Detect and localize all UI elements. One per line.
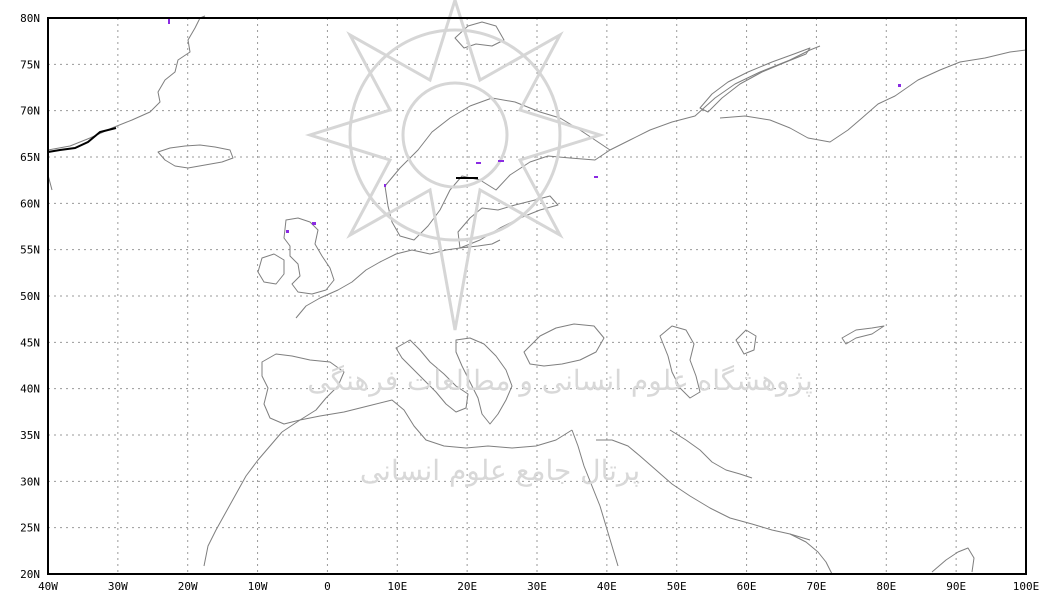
x-tick-label: 90E	[946, 580, 966, 593]
y-tick-label: 20N	[20, 568, 40, 581]
watermark-emblem	[304, 0, 606, 331]
coastline-balkans	[455, 337, 513, 425]
highlight-mark-greenland-north	[168, 18, 170, 24]
highlight-mark-scotland	[286, 230, 289, 233]
coastline-baltic	[457, 195, 559, 249]
coastline-iberia	[261, 353, 345, 425]
highlight-greenland-segment	[47, 127, 117, 153]
watermark-ring-inner	[401, 81, 509, 189]
y-tick-label: 35N	[20, 429, 40, 442]
y-tick-label: 30N	[20, 475, 40, 488]
x-axis-labels: 40W 30W 20W 10W 0 10E 20E 30E 40E 50E 60E 70E 80E 90E…	[38, 580, 1039, 593]
x-tick-label: 50E	[667, 580, 687, 593]
highlight-mark-finland	[476, 162, 481, 164]
y-tick-label: 50N	[20, 290, 40, 303]
y-tick-label: 45N	[20, 336, 40, 349]
coastline-caspian	[659, 325, 701, 399]
coastline-svalbard	[454, 21, 505, 49]
x-tick-label: 10W	[248, 580, 268, 593]
x-tick-label: 40E	[597, 580, 617, 593]
y-tick-label: 60N	[20, 197, 40, 210]
x-tick-label: 30W	[108, 580, 128, 593]
watermark-star	[304, 0, 606, 331]
x-tick-label: 30E	[527, 580, 547, 593]
y-tick-label: 75N	[20, 58, 40, 71]
coastlines	[47, 15, 1027, 575]
coastline-scandinavia	[384, 97, 611, 241]
coastline-greenland	[47, 15, 206, 151]
graticule-grid	[48, 18, 1026, 574]
coastline-black-sea	[523, 323, 605, 367]
x-tick-label: 0	[324, 580, 331, 593]
coastline-red-sea	[571, 429, 811, 567]
coastline-italy	[395, 339, 469, 413]
highlight-marks	[47, 18, 901, 233]
coastline-britain	[283, 217, 335, 295]
y-axis-labels: 80N 75N 70N 65N 60N 55N 50N 45N 40N 35N 30N 25N 20N	[20, 12, 40, 581]
coastline-africa-west	[203, 431, 283, 567]
coastline-india	[789, 533, 833, 575]
coastline-persian-gulf	[669, 429, 753, 479]
x-tick-label: 60E	[737, 580, 757, 593]
highlight-mark-siberia	[898, 84, 901, 87]
y-tick-label: 25N	[20, 522, 40, 535]
coastline-north-africa	[281, 399, 573, 449]
coastline-arctic-russia	[609, 45, 1027, 151]
y-tick-label: 65N	[20, 151, 40, 164]
coastline-aral	[735, 329, 757, 355]
coastline-balkhash	[841, 325, 885, 345]
x-tick-label: 20W	[178, 580, 198, 593]
x-tick-label: 20E	[457, 580, 477, 593]
highlight-mark-karelia	[498, 160, 504, 162]
y-tick-label: 80N	[20, 12, 40, 25]
y-tick-label: 40N	[20, 383, 40, 396]
watermark-line2: پرتال جامع علوم انسانی	[360, 454, 640, 487]
coastline-novaya-zemlya	[699, 47, 811, 113]
x-tick-label: 80E	[876, 580, 896, 593]
x-tick-label: 100E	[1013, 580, 1040, 593]
watermark-line1: پژوهشگاه علوم انسانی و مطالعات فرهنگی	[307, 364, 812, 397]
x-tick-label: 40W	[38, 580, 58, 593]
coastline-europe-north	[295, 239, 501, 319]
highlight-mark-shetland	[312, 222, 316, 225]
highlight-mark-russia	[594, 176, 598, 178]
x-tick-label: 10E	[387, 580, 407, 593]
highlight-mark-norway	[384, 184, 386, 187]
coastline-bay-bengal	[931, 547, 975, 573]
coastline-ireland	[257, 253, 285, 285]
y-tick-label: 70N	[20, 105, 40, 118]
y-tick-label: 55N	[20, 244, 40, 257]
x-tick-label: 70E	[806, 580, 826, 593]
map-border	[47, 17, 1027, 575]
coastline-iceland	[157, 144, 234, 169]
watermark-ring-outer	[348, 28, 562, 242]
